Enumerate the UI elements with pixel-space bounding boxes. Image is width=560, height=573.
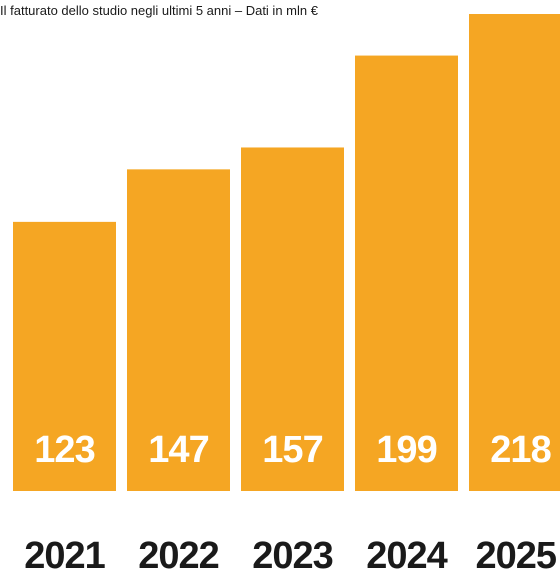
bar-2025 [469,14,560,491]
bars-group [13,14,560,491]
bar-value-label: 123 [34,429,94,471]
x-tick-label: 2023 [252,535,333,573]
category-labels-group: 2021 2022 2023 2024 2025 [24,535,558,573]
chart-title: Il fatturato dello studio negli ultimi 5… [0,3,319,18]
bar-2023 [241,147,344,491]
bar-value-label: 218 [490,429,550,471]
bar-value-label: 147 [148,429,208,471]
bar-2021 [13,221,116,491]
x-tick-label: 2022 [138,535,219,573]
bar-2022 [127,169,230,491]
value-labels-group: 123 147 157 199 218 [34,429,551,471]
bar-value-label: 157 [262,429,322,471]
bar-value-label: 199 [376,429,436,471]
x-tick-label: 2021 [24,535,105,573]
x-tick-label: 2024 [366,535,447,573]
x-tick-label: 2025 [475,535,556,573]
bar-2024 [355,55,458,491]
